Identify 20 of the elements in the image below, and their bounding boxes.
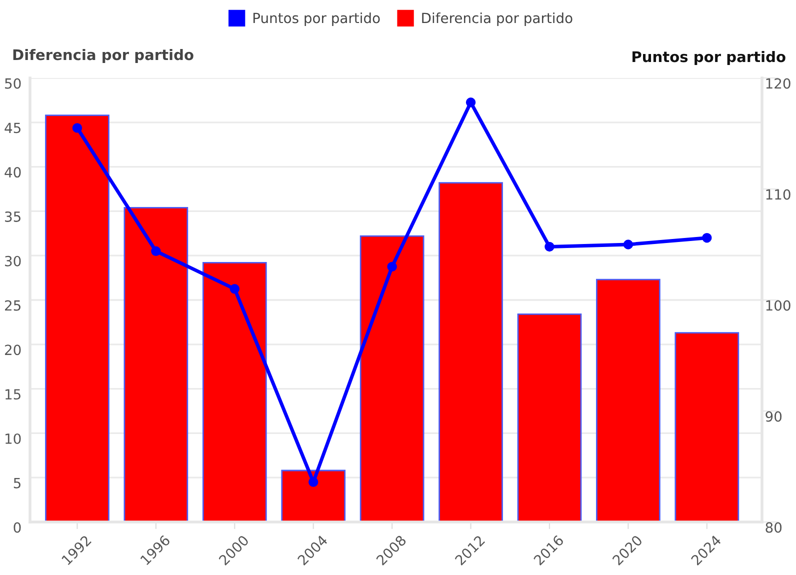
legend-label: Puntos por partido — [253, 12, 380, 26]
y-tick-label: 30 — [5, 256, 21, 266]
y2-tick-label: 110 — [766, 189, 790, 200]
y-tick-label: 20 — [5, 344, 21, 356]
y-tick-label: 40 — [4, 167, 21, 178]
y-axis-title: Diferencia por partido — [13, 48, 194, 64]
y-tick-label: 45 — [4, 122, 20, 134]
y2-tick-label: 100 — [766, 300, 790, 311]
y2-tick-label: 80 — [766, 522, 782, 533]
y-tick-label: 50 — [5, 78, 21, 89]
y2-tick-label: 90 — [766, 411, 782, 422]
y-tick-label: 10 — [6, 433, 21, 444]
y-tick-label: 5 — [14, 478, 20, 488]
y-tick-label: 0 — [14, 522, 21, 533]
y2-axis-title: Puntos por partido — [632, 50, 786, 66]
y-tick-label: 25 — [5, 300, 20, 311]
y2-tick-label: 120 — [766, 78, 790, 89]
y-tick-label: 15 — [6, 389, 20, 400]
legend-label: Diferencia por partido — [422, 12, 572, 26]
y-tick-label: 35 — [5, 211, 20, 222]
